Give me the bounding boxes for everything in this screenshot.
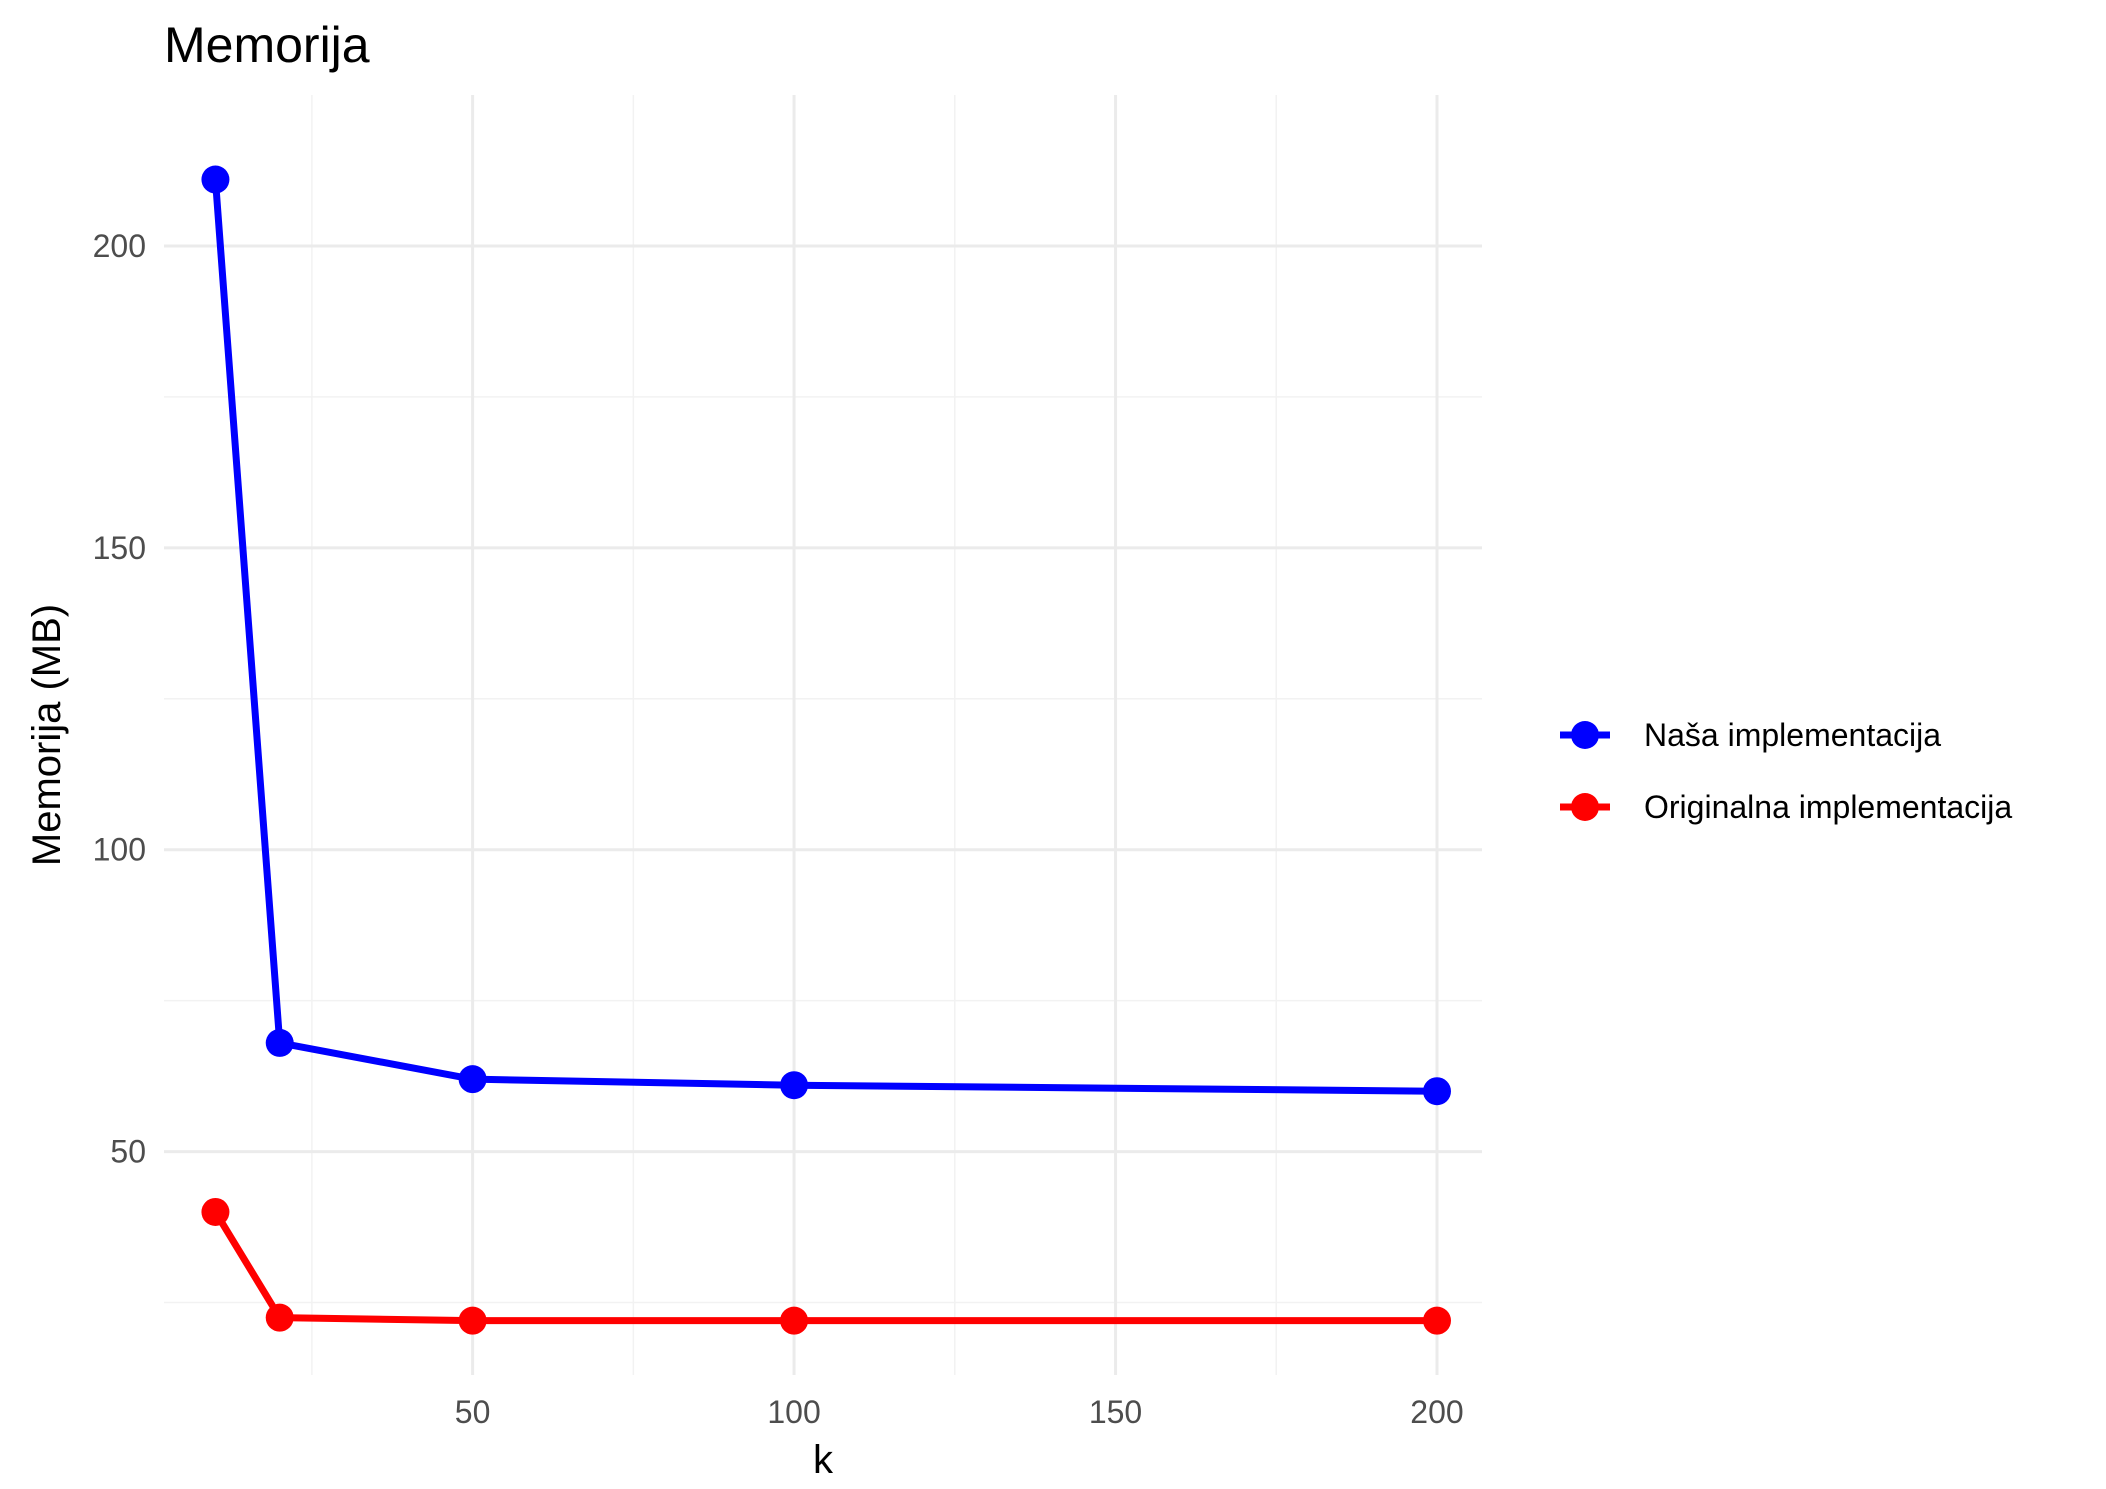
x-axis-ticks: 50 100 150 200 — [455, 1394, 1464, 1430]
y-tick-label: 200 — [93, 228, 146, 264]
series-2 — [201, 1197, 1451, 1335]
data-point — [780, 1071, 809, 1100]
y-axis-ticks: 50 100 150 200 — [93, 228, 146, 1170]
legend-point-swatch — [1571, 793, 1599, 821]
legend-point-swatch — [1571, 721, 1599, 749]
x-tick-label: 100 — [767, 1394, 820, 1430]
y-tick-label: 50 — [110, 1134, 146, 1170]
legend-label: Originalna implementacija — [1644, 789, 2012, 825]
data-point — [1422, 1077, 1451, 1106]
data-point — [201, 165, 230, 194]
series-layer — [201, 165, 1451, 1335]
series-line — [212, 1210, 1437, 1325]
data-point — [458, 1306, 487, 1335]
y-axis-title: Memorija (MB) — [25, 604, 69, 866]
legend: Naša implementacija Originalna implementa… — [1560, 717, 2012, 825]
data-point — [201, 1197, 230, 1226]
minor-gridlines — [164, 95, 1482, 1375]
legend-item: Originalna implementacija — [1560, 789, 2012, 825]
x-axis-title: k — [813, 1438, 834, 1482]
data-point — [265, 1028, 294, 1057]
x-tick-label: 50 — [455, 1394, 491, 1430]
y-tick-label: 100 — [93, 832, 146, 868]
legend-item: Naša implementacija — [1560, 717, 1941, 753]
data-point — [265, 1303, 294, 1332]
data-point — [458, 1065, 487, 1094]
major-gridlines — [164, 95, 1482, 1375]
data-point — [780, 1306, 809, 1335]
chart-title: Memorija — [164, 17, 370, 73]
data-point — [1422, 1306, 1451, 1335]
series-line — [211, 179, 1438, 1095]
legend-label: Naša implementacija — [1644, 717, 1941, 753]
y-tick-label: 150 — [93, 530, 146, 566]
x-tick-label: 150 — [1089, 1394, 1142, 1430]
series-1 — [201, 165, 1451, 1106]
x-tick-label: 200 — [1410, 1394, 1463, 1430]
